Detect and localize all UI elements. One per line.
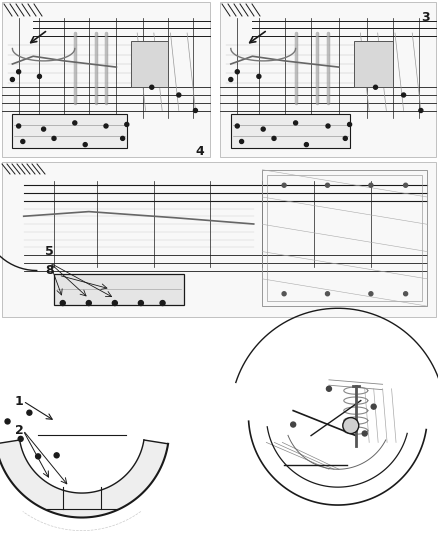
Circle shape [325, 183, 329, 187]
Circle shape [404, 292, 408, 296]
Circle shape [374, 85, 378, 89]
Bar [231, 114, 350, 148]
Circle shape [177, 93, 181, 97]
Circle shape [404, 183, 408, 187]
Circle shape [371, 404, 376, 409]
Bar [262, 169, 427, 306]
Circle shape [282, 292, 286, 296]
Circle shape [304, 143, 308, 147]
Circle shape [120, 136, 125, 140]
Circle shape [235, 70, 239, 74]
Circle shape [27, 410, 32, 415]
Circle shape [21, 140, 25, 143]
Circle shape [348, 123, 352, 126]
Circle shape [52, 136, 56, 140]
Circle shape [282, 183, 286, 187]
Circle shape [343, 136, 347, 140]
Bar [54, 273, 184, 304]
Circle shape [18, 437, 23, 441]
Circle shape [42, 127, 46, 131]
Bar [2, 162, 436, 317]
Circle shape [104, 124, 108, 128]
Bar [268, 175, 422, 301]
Circle shape [240, 140, 244, 143]
Circle shape [86, 301, 91, 305]
Circle shape [112, 301, 117, 305]
Circle shape [326, 124, 330, 128]
Polygon shape [0, 440, 168, 518]
Circle shape [73, 121, 77, 125]
Bar [220, 2, 436, 157]
Circle shape [257, 75, 261, 78]
Circle shape [325, 292, 329, 296]
Circle shape [369, 292, 373, 296]
Circle shape [261, 127, 265, 131]
Circle shape [17, 70, 21, 74]
Circle shape [138, 301, 143, 305]
Circle shape [194, 109, 198, 112]
Circle shape [17, 124, 21, 128]
Bar [12, 114, 127, 148]
Circle shape [37, 75, 42, 78]
Text: 8: 8 [46, 264, 54, 277]
Circle shape [293, 121, 297, 125]
Circle shape [11, 77, 14, 82]
Circle shape [235, 124, 239, 128]
Circle shape [150, 85, 154, 89]
Text: 5: 5 [46, 245, 54, 259]
Circle shape [83, 143, 87, 147]
Circle shape [54, 453, 59, 458]
Circle shape [272, 136, 276, 140]
Circle shape [5, 419, 10, 424]
Text: 1: 1 [14, 394, 23, 408]
Circle shape [291, 422, 296, 427]
Text: 2: 2 [14, 424, 23, 437]
Circle shape [160, 301, 165, 305]
Circle shape [229, 77, 233, 82]
Circle shape [369, 183, 373, 187]
Text: 4: 4 [195, 144, 204, 158]
Circle shape [35, 454, 41, 459]
Text: 3: 3 [421, 11, 430, 25]
Circle shape [60, 301, 65, 305]
Circle shape [362, 431, 367, 436]
Circle shape [419, 109, 423, 112]
Bar [354, 41, 393, 87]
Bar [2, 2, 210, 157]
Bar [131, 41, 168, 87]
Circle shape [343, 417, 359, 434]
Circle shape [125, 123, 129, 126]
Circle shape [326, 386, 332, 391]
Circle shape [402, 93, 406, 97]
